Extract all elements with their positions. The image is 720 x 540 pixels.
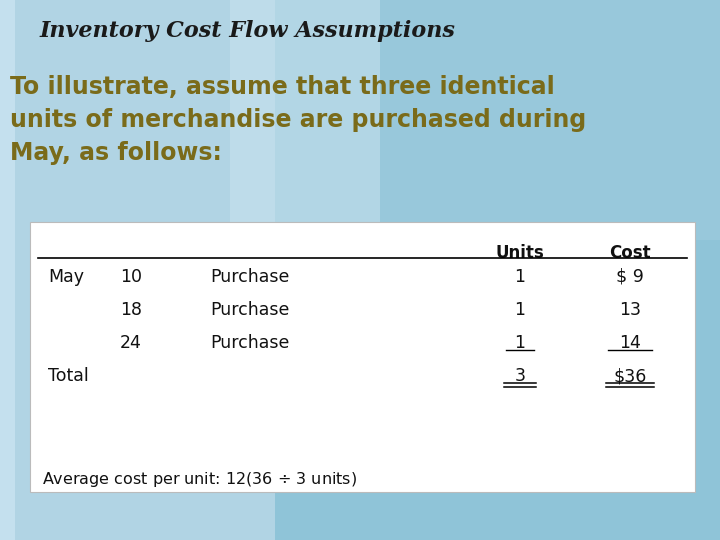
Text: Purchase: Purchase: [210, 268, 289, 286]
Text: 14: 14: [619, 334, 641, 352]
Bar: [275, 0, 720, 240]
Text: Inventory Cost Flow Assumptions: Inventory Cost Flow Assumptions: [40, 20, 456, 42]
Text: 10: 10: [120, 268, 142, 286]
Bar: [230, 0, 380, 245]
Text: To illustrate, assume that three identical: To illustrate, assume that three identic…: [10, 75, 554, 99]
Text: May: May: [48, 268, 84, 286]
Text: Average cost per unit: $12 ($36 ÷ 3 units): Average cost per unit: $12 ($36 ÷ 3 unit…: [42, 470, 357, 489]
Text: $ 9: $ 9: [616, 268, 644, 286]
Text: Purchase: Purchase: [210, 334, 289, 352]
Bar: [30, 222, 695, 492]
Text: 1: 1: [515, 268, 526, 286]
Text: 3: 3: [515, 367, 526, 385]
Bar: [0, 0, 15, 540]
Text: $36: $36: [613, 367, 647, 385]
Text: 18: 18: [120, 301, 142, 319]
Text: 1: 1: [515, 334, 526, 352]
Text: May, as follows:: May, as follows:: [10, 141, 222, 165]
Text: Purchase: Purchase: [210, 301, 289, 319]
Text: units of merchandise are purchased during: units of merchandise are purchased durin…: [10, 108, 586, 132]
Text: Cost: Cost: [609, 244, 651, 262]
Text: Units: Units: [495, 244, 544, 262]
Text: 24: 24: [120, 334, 142, 352]
Text: Total: Total: [48, 367, 89, 385]
Bar: [0, 0, 275, 540]
Text: 13: 13: [619, 301, 641, 319]
Text: 1: 1: [515, 301, 526, 319]
